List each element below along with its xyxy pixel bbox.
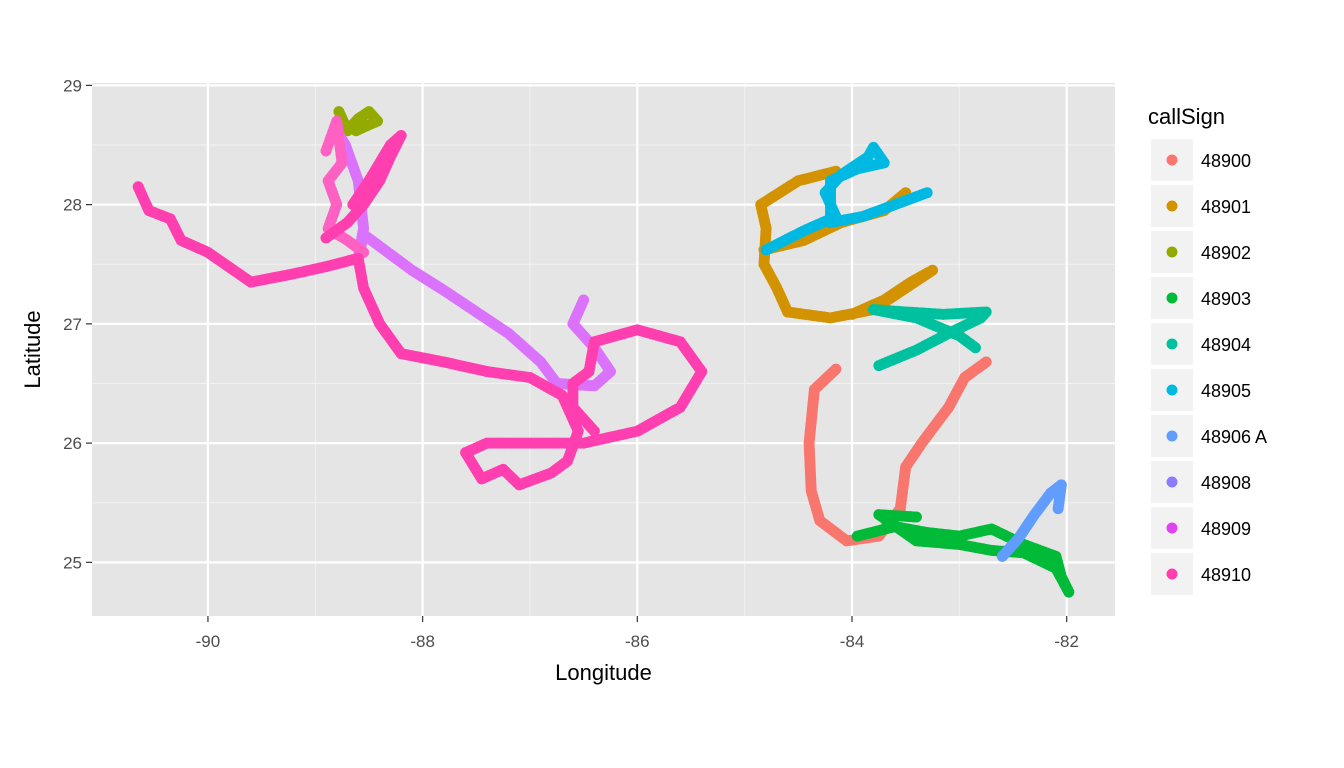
y-tick-label: 25	[63, 553, 82, 572]
legend-key-point	[1166, 522, 1178, 534]
legend-label: 48906 A	[1201, 427, 1267, 447]
legend-key-point	[1166, 292, 1178, 304]
series-48902	[333, 106, 384, 137]
x-axis: -90 -88 -86 -84 -82	[196, 616, 1079, 651]
legend-key-point	[1166, 338, 1178, 350]
data-point	[846, 308, 858, 320]
legend-key-point	[1166, 568, 1178, 580]
data-point	[1052, 503, 1064, 515]
series-48904	[867, 304, 992, 372]
legend-label: 48901	[1201, 197, 1251, 217]
y-tick-label: 28	[63, 196, 82, 215]
legend-label: 48910	[1201, 565, 1251, 585]
data-point	[578, 294, 590, 306]
legend-label: 48902	[1201, 243, 1251, 263]
legend-key-point	[1166, 246, 1178, 258]
x-tick-label: -82	[1054, 632, 1079, 651]
series-48910	[320, 129, 407, 244]
legend-label: 48909	[1201, 519, 1251, 539]
legend-label: 48905	[1201, 381, 1251, 401]
y-tick-label: 29	[63, 76, 82, 95]
data-point	[921, 187, 933, 199]
legend-label: 48908	[1201, 473, 1251, 493]
data-point	[350, 125, 362, 137]
legend-key-point	[1166, 430, 1178, 442]
x-tick-label: -86	[625, 632, 650, 651]
data-point	[910, 511, 922, 523]
y-axis-title: Latitude	[20, 310, 45, 388]
data-point	[588, 425, 600, 437]
y-axis: 25 26 27 28 29	[63, 76, 92, 572]
x-tick-label: -90	[196, 632, 221, 651]
legend-label: 48900	[1201, 151, 1251, 171]
legend: callSign 48900 48901 48902 48903 48904 48905 4…	[1148, 104, 1267, 595]
series-48905	[760, 141, 933, 256]
data-points	[132, 106, 1075, 598]
series-48901	[755, 165, 939, 324]
legend-key-point	[1166, 476, 1178, 488]
panel-background	[92, 83, 1115, 616]
y-tick-label: 27	[63, 315, 82, 334]
series-48910	[132, 181, 708, 491]
legend-key-point	[1166, 154, 1178, 166]
legend-title: callSign	[1148, 104, 1225, 129]
legend-key-point	[1166, 200, 1178, 212]
y-tick-label: 26	[63, 434, 82, 453]
x-axis-title: Longitude	[555, 660, 652, 685]
series-48903	[851, 509, 1075, 598]
legend-key-point	[1166, 384, 1178, 396]
series-48906-A	[996, 479, 1067, 562]
x-tick-label: -88	[410, 632, 435, 651]
data-point	[980, 356, 992, 368]
x-tick-label: -84	[840, 632, 865, 651]
data-point	[969, 342, 981, 354]
data-point	[347, 199, 359, 211]
legend-label: 48903	[1201, 289, 1251, 309]
legend-label: 48904	[1201, 335, 1251, 355]
